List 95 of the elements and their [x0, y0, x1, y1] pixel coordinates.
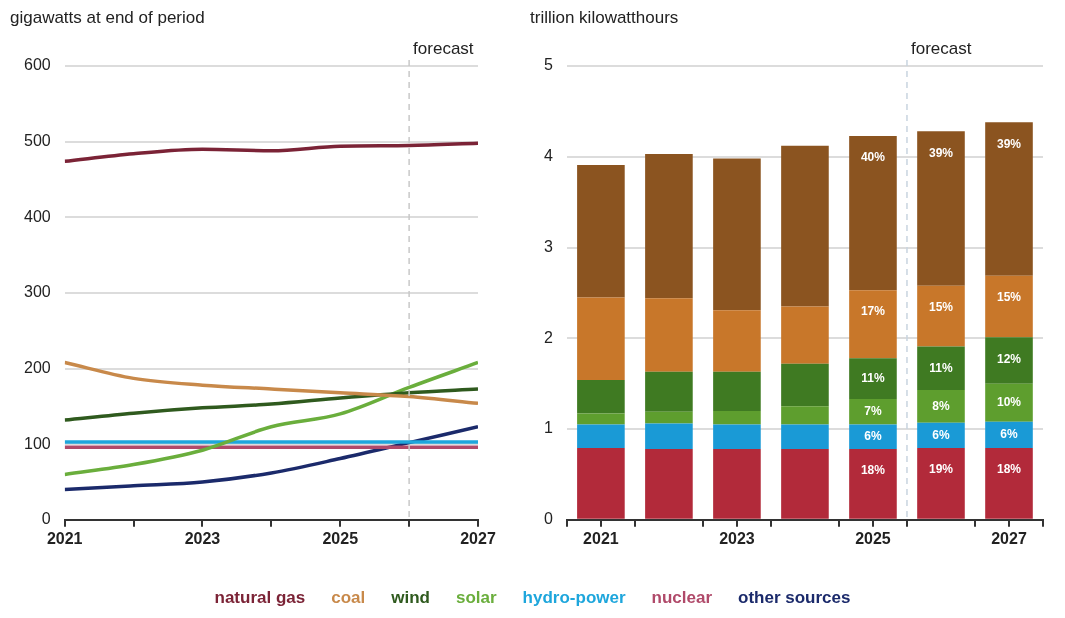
text: wind [391, 588, 430, 608]
annotation: 7% [864, 404, 882, 419]
y-axis-title: trillion kilowatthours [530, 8, 679, 28]
bar [849, 135, 897, 291]
bar [985, 448, 1033, 519]
bar [713, 424, 761, 450]
x-tick-label: 2025 [322, 529, 359, 547]
bar [577, 448, 625, 519]
annotation: 11% [861, 370, 885, 385]
annotation: 6% [932, 427, 950, 442]
bar [849, 290, 897, 359]
bar [917, 346, 965, 391]
bar [713, 371, 761, 411]
line-series [64, 360, 478, 477]
x-tick-label: 2025 [855, 529, 891, 547]
y-tick-label: 2 [543, 328, 553, 346]
y-tick-label: 4 [543, 147, 553, 165]
bar [645, 298, 693, 372]
x-tick-label: 2027 [460, 529, 496, 547]
text: other sources [738, 588, 851, 608]
y-tick-label: 0 [41, 510, 51, 528]
y-tick-label: 5 [543, 56, 553, 74]
y-tick-label: 1 [543, 419, 553, 437]
bar [849, 399, 897, 425]
bar [577, 424, 625, 449]
annotation: 6% [1000, 427, 1018, 442]
bar [781, 449, 829, 519]
annotation: 17% [860, 304, 886, 319]
text: solar [455, 588, 497, 608]
y-tick-label: 200 [23, 358, 51, 376]
annotation: 39% [996, 136, 1022, 151]
annotation: 18% [860, 463, 886, 478]
y-tick-label: 0 [543, 510, 553, 528]
y-axis-title: gigawatts at end of period [10, 8, 205, 28]
bar [917, 131, 965, 286]
bar [645, 411, 693, 424]
line-series [64, 387, 478, 422]
annotation: 6% [864, 429, 882, 444]
annotation: 19% [928, 462, 954, 477]
line-series [64, 141, 478, 164]
annotation: 18% [996, 462, 1022, 477]
bar [985, 337, 1033, 384]
y-tick-label: 3 [543, 237, 553, 255]
annotation: 15% [996, 289, 1022, 304]
text: natural gas [214, 588, 306, 608]
bar [917, 285, 965, 347]
bar [713, 310, 761, 372]
annotation: 12% [996, 351, 1022, 366]
line-series [64, 425, 478, 492]
bar [645, 154, 693, 299]
bar [577, 413, 625, 425]
ref-line-label: forecast [910, 39, 972, 59]
x-tick-label: 2023 [184, 529, 221, 547]
bar [781, 363, 829, 407]
bar [577, 380, 625, 414]
x-tick-label: 2021 [46, 529, 83, 547]
bar [645, 371, 693, 412]
annotation: 15% [928, 299, 954, 314]
bar [577, 164, 625, 298]
x-tick-label: 2023 [719, 529, 755, 547]
ref-line-label: forecast [413, 39, 474, 59]
line-series [64, 360, 478, 406]
annotation: 8% [932, 398, 950, 413]
bar [577, 297, 625, 381]
bar [849, 449, 897, 519]
text: nuclear [651, 588, 713, 608]
x-tick-label: 2027 [991, 529, 1027, 547]
bar [713, 410, 761, 425]
annotation: 11% [929, 360, 953, 375]
annotation: 39% [928, 145, 954, 160]
bar [917, 448, 965, 519]
bar [985, 275, 1033, 338]
bar [645, 449, 693, 519]
bar [985, 122, 1033, 276]
bar [645, 423, 693, 450]
bar [781, 406, 829, 425]
annotation: 10% [996, 395, 1022, 410]
bar [781, 145, 829, 307]
text: coal [331, 588, 366, 608]
bar [985, 383, 1033, 422]
bar [917, 390, 965, 423]
bar [781, 306, 829, 364]
bar [781, 424, 829, 450]
y-tick-label: 300 [23, 283, 51, 301]
bar [713, 449, 761, 519]
bar [849, 358, 897, 400]
text: hydro-power [522, 588, 626, 608]
bar [713, 158, 761, 311]
y-tick-label: 100 [23, 434, 51, 452]
x-tick-label: 2021 [583, 529, 619, 547]
y-tick-label: 600 [23, 56, 51, 74]
y-tick-label: 400 [23, 207, 51, 225]
y-tick-label: 500 [23, 132, 51, 150]
annotation: 40% [860, 150, 886, 165]
bar [985, 421, 1033, 449]
